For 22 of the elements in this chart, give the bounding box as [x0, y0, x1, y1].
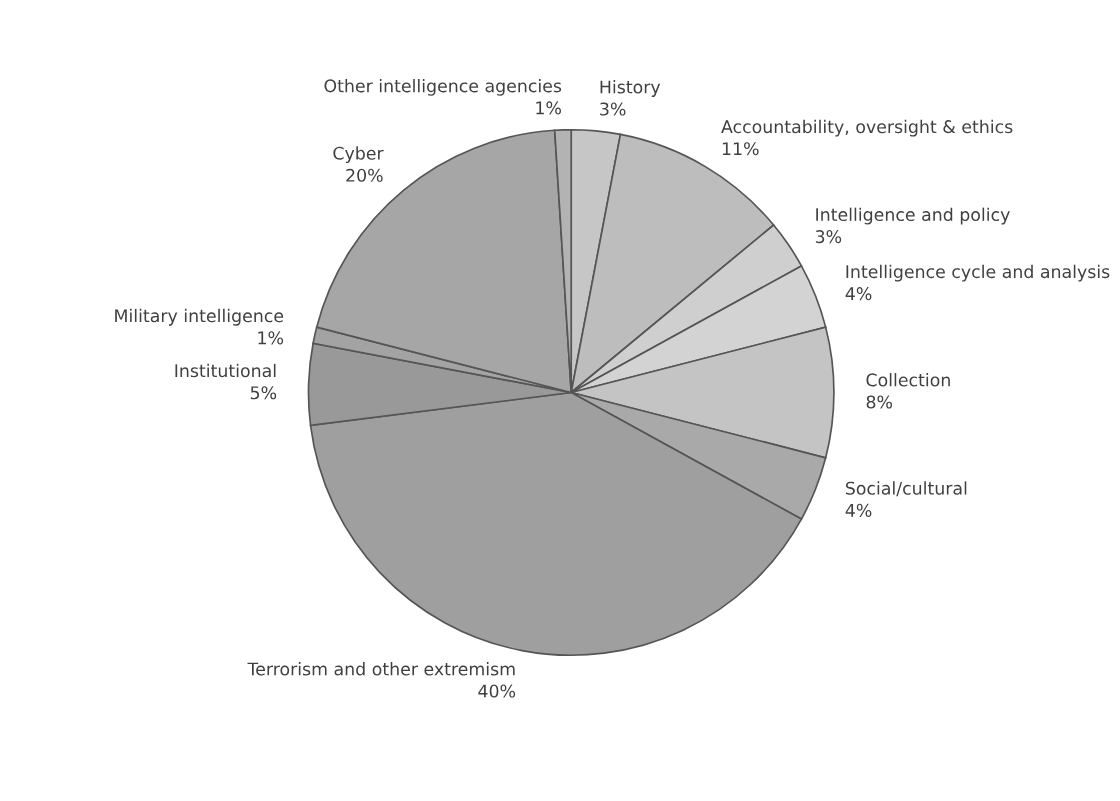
slice-label: Terrorism and other extremism	[247, 662, 515, 676]
slice-label: Social/cultural	[845, 481, 967, 497]
slice-label: History	[600, 80, 661, 97]
data-label: 3%	[600, 102, 626, 116]
data-label: 40%	[478, 684, 516, 698]
data-label: 8%	[866, 395, 893, 409]
slice-label: Intelligence and policy	[816, 207, 1010, 225]
data-label: 4%	[845, 503, 872, 517]
data-label: 11%	[722, 142, 759, 156]
data-label: 5%	[250, 386, 277, 400]
data-label: 3%	[815, 230, 842, 244]
data-label: 1%	[536, 101, 561, 115]
slice-label: Military intelligence	[115, 308, 284, 326]
slice-label: Cyber	[333, 146, 384, 164]
slice-label: Other intelligence agencies	[324, 78, 562, 96]
data-label: 1%	[258, 331, 284, 345]
data-label: 20%	[346, 168, 383, 182]
slice-label: Institutional	[175, 363, 276, 378]
slice-label: Intelligence cycle and analysis	[846, 264, 1110, 282]
data-label: 4%	[845, 287, 872, 301]
slice-label: Accountability, oversight & ethics	[721, 119, 1013, 137]
slice-label: Collection	[866, 373, 950, 387]
